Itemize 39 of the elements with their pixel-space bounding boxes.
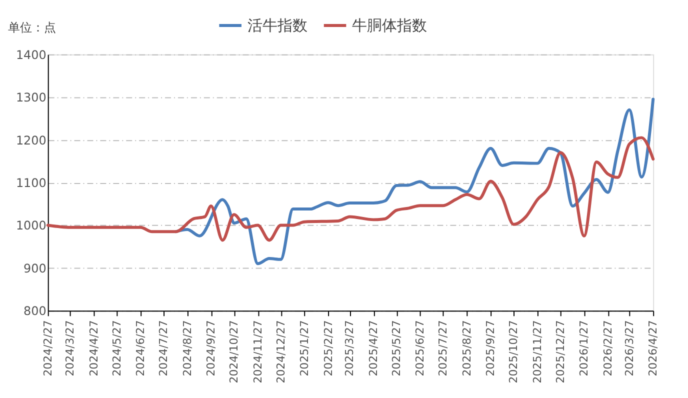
y-tick-label: 1000 bbox=[16, 218, 46, 233]
line-series bbox=[46, 136, 655, 242]
x-tick-label: 2024/5/27 bbox=[110, 320, 124, 376]
x-tick-label: 2024/8/27 bbox=[180, 320, 194, 376]
legend-label: 牛胴体指数 bbox=[352, 16, 427, 34]
legend-label: 活牛指数 bbox=[247, 16, 308, 34]
y-tick-label: 1100 bbox=[16, 176, 46, 190]
x-tick-label: 2024/9/27 bbox=[204, 320, 218, 376]
x-tick-label: 2025/9/27 bbox=[484, 320, 498, 376]
x-tick-label: 2025/1/27 bbox=[298, 320, 312, 376]
y-tick-label: 900 bbox=[24, 261, 46, 276]
y-tick-label: 1400 bbox=[16, 48, 46, 62]
x-tick-label: 2026/4/27 bbox=[646, 320, 660, 376]
x-tick-label: 2024/7/27 bbox=[157, 320, 170, 376]
x-tick-label: 2025/8/27 bbox=[460, 320, 474, 376]
x-tick-label: 2024/6/27 bbox=[134, 320, 148, 376]
y-tick-label: 800 bbox=[24, 304, 46, 318]
text: 单位：点 bbox=[8, 20, 56, 34]
x-tick-label: 2025/7/27 bbox=[436, 320, 450, 376]
x-tick-label: 2025/10/27 bbox=[507, 320, 520, 384]
x-tick-label: 2025/5/27 bbox=[390, 320, 403, 376]
x-tick-label: 2024/12/27 bbox=[274, 320, 288, 384]
x-tick-label: 2025/12/27 bbox=[554, 320, 567, 384]
x-tick-label: 2024/10/27 bbox=[228, 320, 241, 384]
x-tick-label: 2024/3/27 bbox=[64, 320, 77, 376]
x-tick-label: 2025/2/27 bbox=[322, 320, 335, 376]
x-tick-label: 2025/6/27 bbox=[414, 320, 427, 376]
x-tick-label: 2025/4/27 bbox=[366, 320, 380, 376]
x-tick-label: 2024/11/27 bbox=[251, 320, 264, 384]
x-tick-label: 2025/11/27 bbox=[530, 320, 544, 384]
y-tick-label: 1300 bbox=[16, 90, 46, 105]
x-tick-label: 2026/2/27 bbox=[601, 320, 614, 376]
x-tick-label: 2026/3/27 bbox=[622, 320, 636, 376]
line-series bbox=[174, 98, 655, 266]
y-tick-label: 1200 bbox=[16, 133, 46, 148]
x-tick-label: 2026/1/27 bbox=[578, 320, 591, 376]
x-tick-label: 2024/2/27 bbox=[41, 320, 54, 376]
x-tick-label: 2025/3/27 bbox=[343, 320, 356, 376]
x-tick-label: 2024/4/27 bbox=[87, 320, 100, 376]
